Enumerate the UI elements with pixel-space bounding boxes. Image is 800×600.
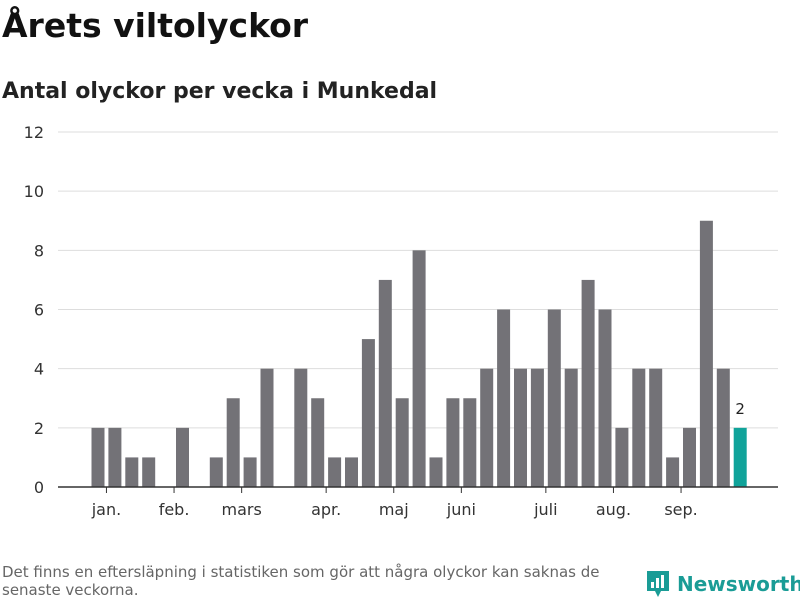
x-tick-label: apr.: [311, 500, 341, 519]
bar: [480, 368, 494, 487]
y-tick-label: 4: [34, 360, 44, 379]
bar: [699, 220, 713, 487]
bar: [632, 368, 646, 487]
newsworthy-logo-icon: [647, 571, 669, 597]
bar: [361, 339, 375, 487]
bar: [683, 427, 696, 487]
bar: [328, 457, 342, 487]
y-tick-label: 2: [34, 419, 44, 438]
bar: [564, 368, 578, 487]
bar: [412, 250, 426, 487]
bar: [243, 457, 257, 487]
y-tick-label: 6: [34, 301, 44, 320]
x-tick-label: mars: [221, 500, 261, 519]
bar: [125, 457, 139, 487]
bar: [497, 309, 511, 487]
x-axis-ticks: jan. feb. mars apr. maj juni juli aug. sep.: [58, 486, 778, 519]
bar: [108, 427, 122, 487]
x-tick-label: maj: [379, 500, 409, 519]
bar: [226, 398, 240, 487]
footnote: Det finns en eftersläpning i statistiken…: [2, 563, 600, 599]
brand-logo[interactable]: Newsworthy: [645, 568, 800, 600]
chart-subtitle: Antal olyckor per vecka i Munkedal: [2, 79, 438, 104]
chart-title: Årets viltolyckor: [2, 6, 309, 45]
x-tick-label: feb.: [159, 500, 190, 519]
y-tick-label: 8: [34, 241, 44, 260]
bar: [716, 368, 730, 487]
bar: [260, 368, 274, 487]
bar: [615, 427, 629, 487]
y-tick-label: 10: [24, 182, 44, 201]
bar: [530, 368, 544, 487]
y-tick-label: 12: [24, 123, 44, 142]
value-labels: 2: [735, 400, 745, 418]
bar: [649, 368, 663, 487]
bar: [598, 309, 612, 487]
bar: [378, 279, 392, 487]
bar: [176, 427, 189, 487]
brand-name: Newsworthy: [677, 572, 800, 596]
bar: [209, 457, 223, 487]
bar: [294, 368, 308, 487]
y-tick-label: 0: [34, 478, 44, 497]
bars: [91, 220, 747, 487]
x-tick-label: juni: [446, 500, 476, 519]
bar: [91, 427, 105, 487]
bar: [581, 279, 595, 487]
bar: [446, 398, 460, 487]
bar: [666, 457, 680, 487]
bar: [345, 457, 358, 487]
bar-current-week: [733, 427, 747, 487]
bar: [395, 398, 409, 487]
x-tick-label: juli: [533, 500, 557, 519]
bar: [547, 309, 561, 487]
value-label: 2: [735, 400, 745, 418]
bar-chart: 0 2 4 6 8 10 12 2 jan. feb. mars apr. maj juni juli a…: [24, 123, 778, 519]
bar: [514, 368, 527, 487]
bar: [311, 398, 325, 487]
y-axis-ticks: 0 2 4 6 8 10 12: [24, 123, 44, 497]
x-tick-label: jan.: [91, 500, 121, 519]
bar: [463, 398, 477, 487]
x-tick-label: aug.: [596, 500, 631, 519]
bar: [142, 457, 156, 487]
bar: [429, 457, 443, 487]
x-tick-label: sep.: [664, 500, 697, 519]
